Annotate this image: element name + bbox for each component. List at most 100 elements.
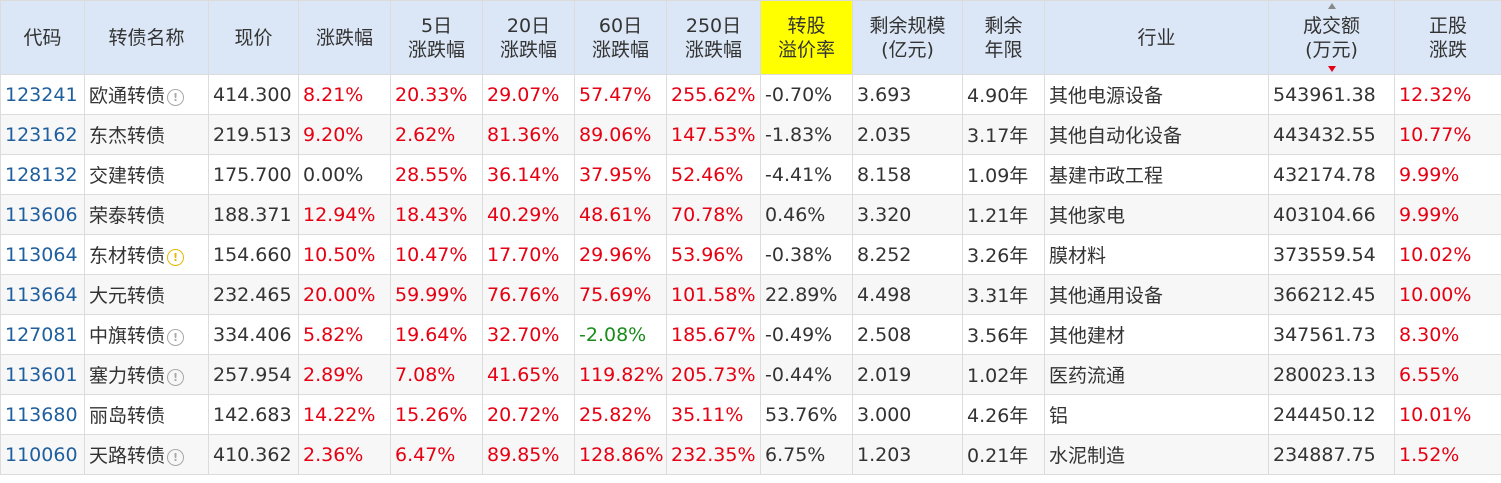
col-header-stock_chg[interactable]: 正股 涨跌 bbox=[1394, 0, 1501, 75]
bond-name[interactable]: 东材转债 bbox=[89, 245, 166, 267]
cell-industry: 其他家电 bbox=[1044, 194, 1269, 235]
col-header-chg250[interactable]: 250日 涨跌幅 bbox=[666, 0, 761, 75]
cell-code[interactable]: 113680 bbox=[0, 394, 85, 435]
info-icon[interactable]: ! bbox=[167, 329, 185, 346]
col-header-sublabel: 涨跌 bbox=[1428, 38, 1467, 61]
col-header-industry[interactable]: 行业 bbox=[1044, 0, 1269, 75]
col-header-code[interactable]: 代码 bbox=[0, 0, 85, 75]
table-row[interactable]: 123162 东杰转债 219.513 9.20% 2.62% 81.36% 89.06% 1… bbox=[0, 114, 1501, 155]
col-header-label: 剩余 bbox=[984, 14, 1023, 37]
cell-industry: 其他通用设备 bbox=[1044, 274, 1269, 315]
cell-volume: 543961.38 bbox=[1268, 74, 1395, 115]
cell-code[interactable]: 123162 bbox=[0, 114, 85, 155]
cell-code[interactable]: 113601 bbox=[0, 354, 85, 395]
info-icon[interactable]: ! bbox=[167, 369, 185, 386]
cell-industry: 医药流通 bbox=[1044, 354, 1269, 395]
cell-scale: 4.498 bbox=[852, 274, 963, 315]
col-header-label: 转股 bbox=[787, 14, 826, 37]
cell-price: 142.683 bbox=[208, 394, 299, 435]
col-header-label: 成交额 bbox=[1302, 14, 1360, 37]
cell-chg60: 48.61% bbox=[574, 194, 667, 235]
warning-icon[interactable]: ! bbox=[167, 249, 185, 266]
col-header-name[interactable]: 转债名称 bbox=[84, 0, 209, 75]
col-header-scale[interactable]: 剩余规模 (亿元) bbox=[852, 0, 963, 75]
col-header-label: 代码 bbox=[23, 26, 62, 49]
table-row[interactable]: 113064 东材转债! 154.660 10.50% 10.47% 17.70% 29.9… bbox=[0, 234, 1501, 275]
cell-chg60: 89.06% bbox=[574, 114, 667, 155]
cell-years: 3.56年 bbox=[962, 314, 1045, 355]
col-header-sublabel: (万元) bbox=[1305, 38, 1358, 61]
col-header-label: 250日 bbox=[685, 14, 742, 37]
cell-industry: 基建市政工程 bbox=[1044, 154, 1269, 195]
cell-stock_chg: 6.55% bbox=[1394, 354, 1501, 395]
cell-volume: 234887.75 bbox=[1268, 434, 1395, 475]
bond-name[interactable]: 交建转债 bbox=[89, 165, 166, 187]
cell-name[interactable]: 东杰转债 bbox=[84, 114, 209, 155]
table-row[interactable]: 113664 大元转债 232.465 20.00% 59.99% 76.76% 75.69… bbox=[0, 274, 1501, 315]
cell-industry: 其他自动化设备 bbox=[1044, 114, 1269, 155]
cell-name[interactable]: 交建转债 bbox=[84, 154, 209, 195]
cell-code[interactable]: 113064 bbox=[0, 234, 85, 275]
cell-name[interactable]: 大元转债 bbox=[84, 274, 209, 315]
cell-volume: 347561.73 bbox=[1268, 314, 1395, 355]
col-header-volume[interactable]: 成交额 (万元) bbox=[1268, 0, 1395, 75]
col-header-chg20[interactable]: 20日 涨跌幅 bbox=[482, 0, 575, 75]
table-row[interactable]: 113680 丽岛转债 142.683 14.22% 15.26% 20.72% 25.82… bbox=[0, 394, 1501, 435]
bond-name[interactable]: 欧通转债 bbox=[89, 85, 166, 107]
bond-name[interactable]: 东杰转债 bbox=[89, 125, 166, 147]
cell-industry: 铝 bbox=[1044, 394, 1269, 435]
cell-name[interactable]: 塞力转债! bbox=[84, 354, 209, 395]
table-row[interactable]: 110060 天路转债! 410.362 2.36% 6.47% 89.85% 128.86… bbox=[0, 434, 1501, 475]
cell-chg250: 70.78% bbox=[666, 194, 761, 235]
cell-chg20: 81.36% bbox=[482, 114, 575, 155]
cell-stock_chg: 10.02% bbox=[1394, 234, 1501, 275]
cell-code[interactable]: 113664 bbox=[0, 274, 85, 315]
col-header-label: 正股 bbox=[1428, 14, 1467, 37]
cell-name[interactable]: 欧通转债! bbox=[84, 74, 209, 115]
cell-years: 4.26年 bbox=[962, 394, 1045, 435]
cell-chg: 14.22% bbox=[298, 394, 391, 435]
cell-chg: 8.21% bbox=[298, 74, 391, 115]
info-icon[interactable]: ! bbox=[167, 89, 185, 106]
col-header-years[interactable]: 剩余 年限 bbox=[962, 0, 1045, 75]
cell-chg20: 29.07% bbox=[482, 74, 575, 115]
sort-asc-icon[interactable] bbox=[1327, 3, 1336, 9]
bond-name[interactable]: 丽岛转债 bbox=[89, 405, 166, 427]
cell-code[interactable]: 123241 bbox=[0, 74, 85, 115]
cell-years: 3.26年 bbox=[962, 234, 1045, 275]
cell-chg20: 20.72% bbox=[482, 394, 575, 435]
table-row[interactable]: 128132 交建转债 175.700 0.00% 28.55% 36.14% 37.95%… bbox=[0, 154, 1501, 195]
bond-name[interactable]: 天路转债 bbox=[89, 445, 166, 467]
cell-code[interactable]: 110060 bbox=[0, 434, 85, 475]
cell-code[interactable]: 127081 bbox=[0, 314, 85, 355]
col-header-sublabel: 涨跌幅 bbox=[684, 38, 742, 61]
col-header-chg5[interactable]: 5日 涨跌幅 bbox=[390, 0, 483, 75]
col-header-chg60[interactable]: 60日 涨跌幅 bbox=[574, 0, 667, 75]
col-header-price[interactable]: 现价 bbox=[208, 0, 299, 75]
cell-volume: 244450.12 bbox=[1268, 394, 1395, 435]
col-header-sublabel: 涨跌幅 bbox=[407, 38, 465, 61]
bond-name[interactable]: 中旗转债 bbox=[89, 325, 166, 347]
col-header-label: 剩余规模 bbox=[869, 14, 946, 37]
bond-name[interactable]: 大元转债 bbox=[89, 285, 166, 307]
bond-name[interactable]: 塞力转债 bbox=[89, 365, 166, 387]
cell-name[interactable]: 丽岛转债 bbox=[84, 394, 209, 435]
cell-chg20: 40.29% bbox=[482, 194, 575, 235]
cell-code[interactable]: 128132 bbox=[0, 154, 85, 195]
table-row[interactable]: 127081 中旗转债! 334.406 5.82% 19.64% 32.70% -2.08… bbox=[0, 314, 1501, 355]
col-header-premium[interactable]: 转股 溢价率 bbox=[760, 0, 853, 75]
sort-desc-icon[interactable] bbox=[1327, 66, 1336, 72]
cell-code[interactable]: 113606 bbox=[0, 194, 85, 235]
cell-name[interactable]: 天路转债! bbox=[84, 434, 209, 475]
cell-name[interactable]: 中旗转债! bbox=[84, 314, 209, 355]
table-row[interactable]: 113606 荣泰转债 188.371 12.94% 18.43% 40.29% 48.61… bbox=[0, 194, 1501, 235]
cell-name[interactable]: 荣泰转债 bbox=[84, 194, 209, 235]
cell-name[interactable]: 东材转债! bbox=[84, 234, 209, 275]
col-header-chg[interactable]: 涨跌幅 bbox=[298, 0, 391, 75]
bond-name[interactable]: 荣泰转债 bbox=[89, 205, 166, 227]
cell-industry: 水泥制造 bbox=[1044, 434, 1269, 475]
table-row[interactable]: 123241 欧通转债! 414.300 8.21% 20.33% 29.07% 57.47… bbox=[0, 74, 1501, 115]
cell-chg: 10.50% bbox=[298, 234, 391, 275]
info-icon[interactable]: ! bbox=[167, 449, 185, 466]
table-row[interactable]: 113601 塞力转债! 257.954 2.89% 7.08% 41.65% 119.82… bbox=[0, 354, 1501, 395]
